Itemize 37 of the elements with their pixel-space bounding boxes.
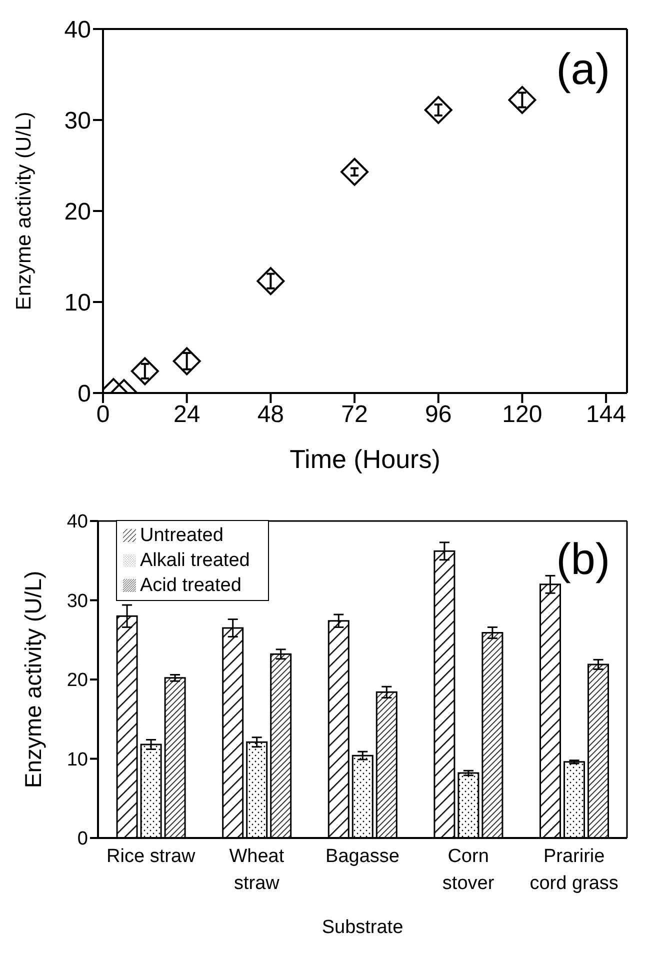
point <box>172 347 201 376</box>
legend-label: Alkali treated <box>140 550 250 571</box>
x-tick-label: Praririe cord grass <box>530 846 618 894</box>
x-tick-label: Bagasse <box>326 846 400 867</box>
point <box>508 86 536 114</box>
x-tick-label: Corn stover <box>442 846 495 894</box>
y-tick-label: 30 <box>64 108 91 135</box>
x-tick-label: 96 <box>425 401 452 428</box>
legend-label: Untreated <box>140 525 224 546</box>
annotation: (a) <box>556 45 610 94</box>
x-tick-label: 24 <box>173 401 200 428</box>
point <box>424 96 452 124</box>
x-tick-label: Rice straw <box>106 846 196 867</box>
point <box>256 267 285 296</box>
y-tick-label: 20 <box>66 670 88 692</box>
x-axis-title: Substrate <box>322 917 404 938</box>
y-tick-label: 0 <box>77 828 88 850</box>
point <box>130 357 159 386</box>
y-axis-title: Enzyme activity (U/L) <box>12 112 36 310</box>
annotation: (b) <box>556 535 610 584</box>
x-axis-title: Time (Hours) <box>290 444 440 474</box>
x-tick-label: Wheat straw <box>229 846 285 894</box>
x-tick-label: 144 <box>586 401 626 428</box>
y-tick-label: 40 <box>64 16 91 44</box>
point <box>340 158 369 186</box>
legend-label: Acid treated <box>140 575 242 596</box>
y-tick-label: 0 <box>78 380 91 408</box>
x-tick-label: 48 <box>257 401 284 428</box>
y-tick-label: 40 <box>66 512 88 533</box>
y-tick-label: 10 <box>64 290 91 317</box>
x-tick-label: 0 <box>96 401 110 428</box>
y-tick-label: 20 <box>64 198 91 226</box>
y-tick-label: 30 <box>66 590 88 612</box>
x-tick-label: 72 <box>341 401 368 428</box>
x-tick-label: 120 <box>502 401 542 428</box>
y-axis-title: Enzyme activity (U/L) <box>20 570 46 788</box>
y-tick-label: 10 <box>66 749 88 770</box>
